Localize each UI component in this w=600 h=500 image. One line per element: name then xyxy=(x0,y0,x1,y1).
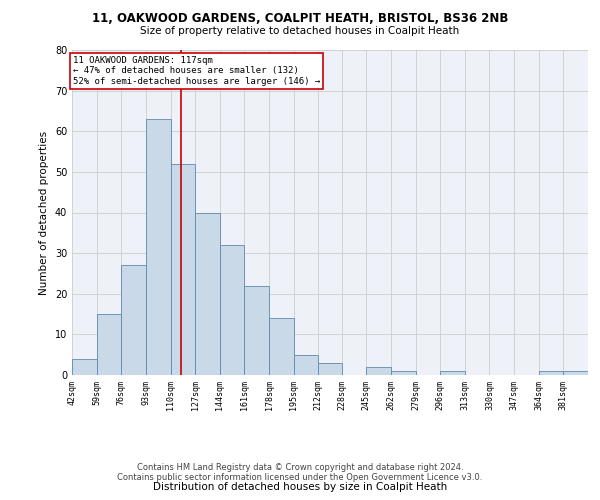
Bar xyxy=(146,119,170,375)
Bar xyxy=(440,371,465,375)
Bar xyxy=(244,286,269,375)
Bar xyxy=(195,212,220,375)
Bar xyxy=(294,354,319,375)
Bar xyxy=(319,363,341,375)
Bar xyxy=(170,164,195,375)
Bar xyxy=(563,371,588,375)
Bar xyxy=(220,245,244,375)
Bar xyxy=(97,314,121,375)
Text: 11 OAKWOOD GARDENS: 117sqm
← 47% of detached houses are smaller (132)
52% of sem: 11 OAKWOOD GARDENS: 117sqm ← 47% of deta… xyxy=(73,56,320,86)
Bar xyxy=(269,318,294,375)
Y-axis label: Number of detached properties: Number of detached properties xyxy=(39,130,49,294)
Text: 11, OAKWOOD GARDENS, COALPIT HEATH, BRISTOL, BS36 2NB: 11, OAKWOOD GARDENS, COALPIT HEATH, BRIS… xyxy=(92,12,508,26)
Bar xyxy=(72,359,97,375)
Bar xyxy=(366,367,391,375)
Text: Contains HM Land Registry data © Crown copyright and database right 2024.: Contains HM Land Registry data © Crown c… xyxy=(137,464,463,472)
Bar xyxy=(121,266,146,375)
Text: Contains public sector information licensed under the Open Government Licence v3: Contains public sector information licen… xyxy=(118,473,482,482)
Text: Size of property relative to detached houses in Coalpit Heath: Size of property relative to detached ho… xyxy=(140,26,460,36)
Text: Distribution of detached houses by size in Coalpit Heath: Distribution of detached houses by size … xyxy=(153,482,447,492)
Bar xyxy=(539,371,563,375)
Bar xyxy=(391,371,416,375)
